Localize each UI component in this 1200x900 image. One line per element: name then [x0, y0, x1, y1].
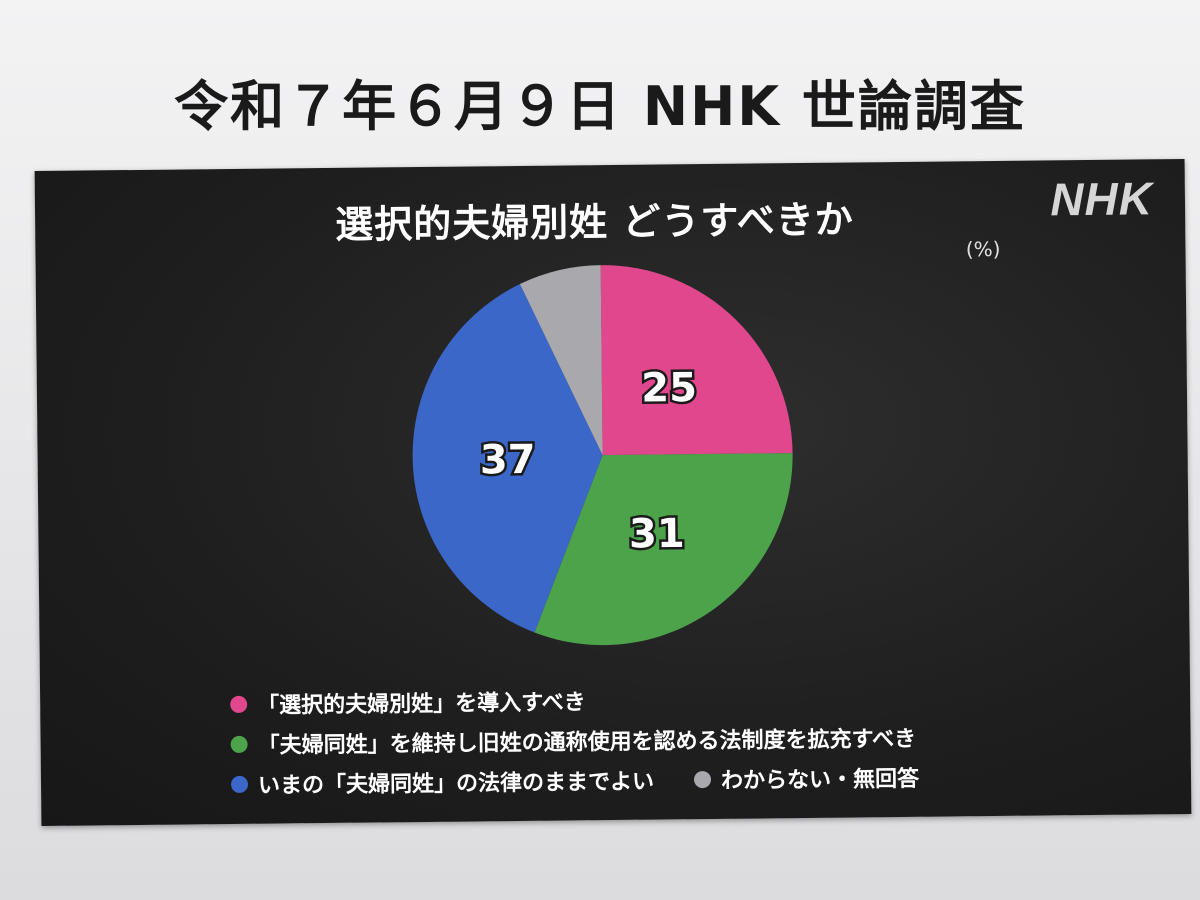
legend-item: 「夫婦同姓」を維持し旧姓の通称使用を認める法制度を拡充すべき: [230, 721, 916, 760]
legend-item: わからない・無回答: [693, 761, 920, 795]
legend-item: いまの「夫婦同姓」の法律のままでよい: [230, 764, 655, 800]
legend-dot-icon: [230, 775, 249, 793]
slice-value-label: 31: [629, 511, 685, 558]
legend-item: 「選択的夫婦別姓」を導入すべき: [230, 684, 586, 720]
legend-label: 「選択的夫婦別姓」を導入すべき: [257, 690, 586, 719]
pie-slice: [519, 265, 603, 456]
pie-chart: 25 31 37: [412, 265, 793, 646]
legend: 「選択的夫婦別姓」を導入すべき 「夫婦同姓」を維持し旧姓の通称使用を認める法制度…: [230, 676, 959, 804]
legend-label: わからない・無回答: [720, 766, 920, 794]
legend-label: いまの「夫婦同姓」の法律のままでよい: [257, 769, 655, 799]
legend-dot-icon: [230, 695, 248, 713]
legend-row: いまの「夫婦同姓」の法律のままでよい わからない・無回答: [230, 756, 959, 804]
legend-label: 「夫婦同姓」を維持し旧姓の通称使用を認める法制度を拡充すべき: [257, 726, 917, 759]
legend-dot-icon: [230, 735, 248, 753]
pie-slice: [534, 453, 793, 646]
slice-value-label: 25: [641, 365, 697, 412]
pie-slice: [412, 284, 603, 633]
chart-slide: 選択的夫婦別姓 どうすべきか NHK (%) 25 31 37 「選択的夫婦別姓」を…: [34, 158, 1192, 827]
page-title: 令和７年６月９日 NHK 世論調査: [174, 75, 1026, 138]
pie-slice: [600, 265, 793, 456]
slice-value-label: 37: [480, 437, 536, 484]
legend-dot-icon: [693, 770, 712, 788]
